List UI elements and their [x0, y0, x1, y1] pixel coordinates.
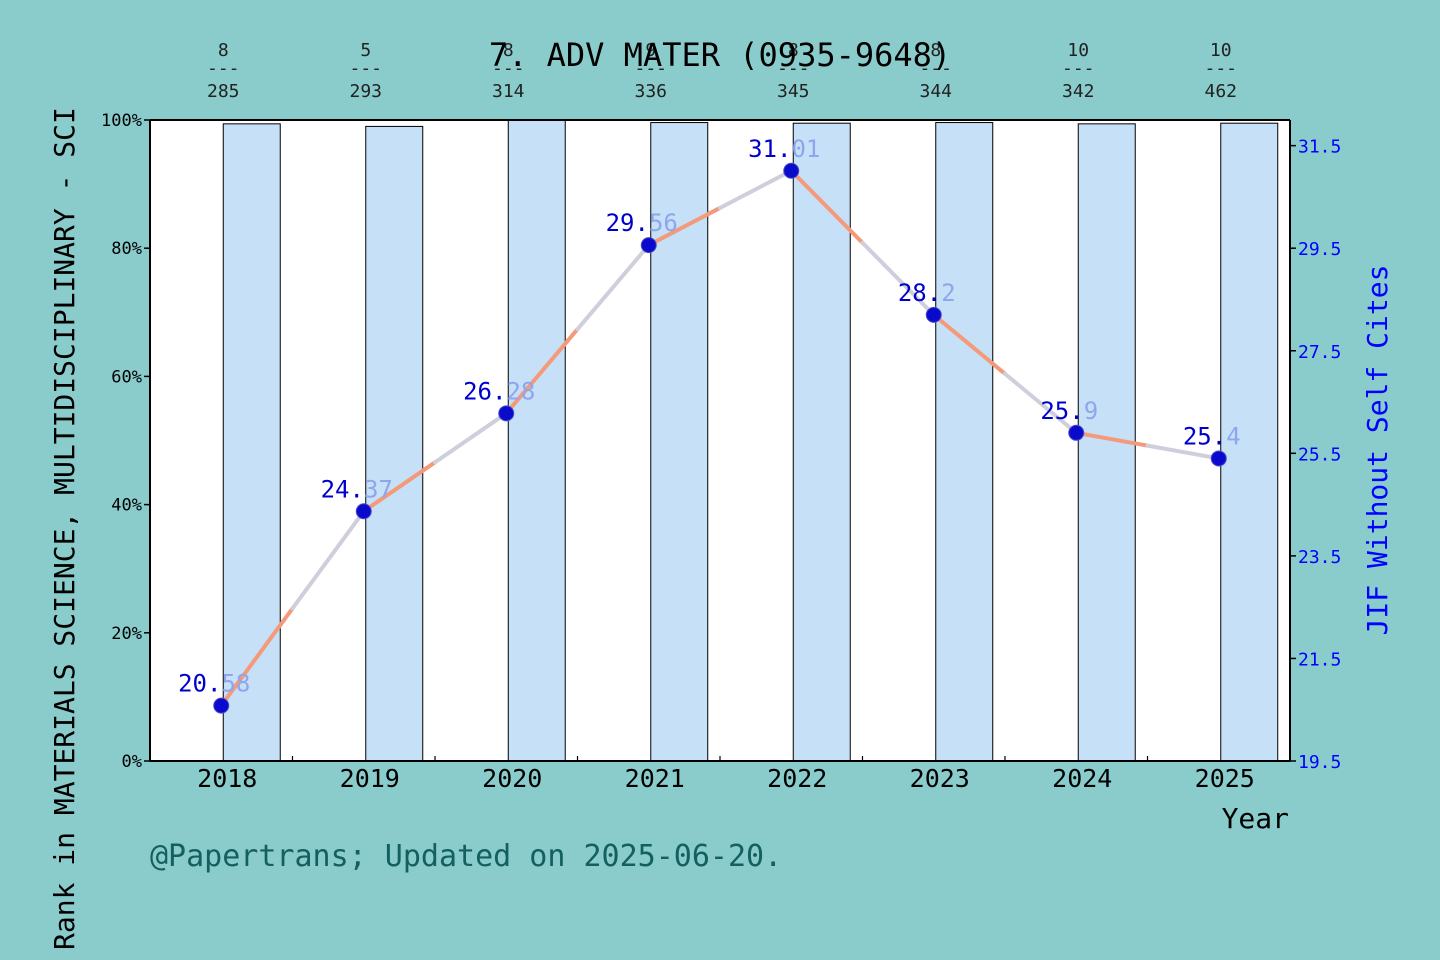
right-tick-label: 19.5 — [1298, 752, 1341, 773]
left-tick-label: 80% — [111, 239, 142, 259]
point-2024 — [1068, 424, 1085, 441]
axes-layer: 0% 20% 40% 60% 80% 100% 19.5 21.5 23.5 25.5 27.5 29… — [101, 111, 1341, 793]
rank-total-2019: 293 — [349, 81, 382, 102]
x-tick-label-2022: 2022 — [767, 764, 827, 793]
left-tick-label: 100% — [101, 111, 142, 131]
point-2025 — [1210, 450, 1227, 467]
x-tick-label-2019: 2019 — [340, 764, 400, 793]
point-label-2022: 31.01 — [748, 135, 820, 163]
point-label-2025: 25.4 — [1183, 422, 1241, 450]
right-tick-label: 31.5 — [1298, 137, 1341, 158]
footer-note: @Papertrans; Updated on 2025-06-20. — [150, 839, 782, 874]
line-segment — [290, 509, 366, 611]
line-segment — [361, 460, 437, 514]
x-axis-label: Year — [1222, 802, 1289, 835]
bar-2018 — [222, 123, 281, 762]
right-tick-label: 29.5 — [1298, 239, 1341, 260]
right-axis-label: JIF Without Self Cites — [1361, 265, 1394, 636]
x-tick-label-2020: 2020 — [482, 764, 542, 793]
bar-2019 — [365, 125, 424, 762]
x-tick-label-2023: 2023 — [910, 764, 970, 793]
left-tick-label: 60% — [111, 367, 142, 387]
line-segment — [433, 411, 509, 465]
rank-divider: --- — [1204, 58, 1237, 79]
rank-label-2024: 10 — [1067, 40, 1089, 61]
bar-2022 — [792, 122, 851, 762]
x-tick-label-2024: 2024 — [1052, 764, 1112, 793]
line-segment — [931, 312, 1007, 376]
rank-label-2018: 8 — [218, 40, 229, 61]
line-segment — [1003, 371, 1079, 435]
point-2020 — [498, 405, 515, 422]
right-tick-label: 27.5 — [1298, 342, 1341, 363]
left-tick-label: 20% — [111, 624, 142, 644]
line-layer — [213, 162, 1227, 714]
rank-divider: --- — [777, 58, 810, 79]
bar-2020 — [507, 119, 566, 762]
rank-label-2025: 10 — [1210, 40, 1232, 61]
rank-total-2024: 342 — [1062, 81, 1095, 102]
line-segment — [219, 606, 295, 708]
rank-label-2021: 9 — [645, 40, 656, 61]
bars-layer — [222, 119, 1279, 762]
x-tick-label-2025: 2025 — [1195, 764, 1255, 793]
point-label-2021: 29.56 — [606, 209, 678, 237]
point-2021 — [640, 237, 657, 254]
chart-title: 7. ADV MATER (0935-9648) — [489, 36, 951, 74]
left-tick-label: 40% — [111, 496, 142, 516]
point-label-2024: 25.9 — [1040, 397, 1098, 425]
line-segment — [575, 243, 651, 332]
line-segment — [860, 240, 936, 317]
line-segment — [1074, 430, 1150, 448]
point-label-2019: 24.37 — [321, 475, 393, 503]
labels-layer: 20.5824.3726.2829.5631.0128.225.925.48--… — [178, 40, 1241, 698]
rank-total-2020: 314 — [492, 81, 525, 102]
rank-total-2023: 344 — [919, 81, 952, 102]
point-2018 — [213, 697, 230, 714]
point-2023 — [925, 306, 942, 323]
line-segment — [504, 327, 580, 416]
point-2022 — [783, 162, 800, 179]
line-segment — [1145, 443, 1221, 461]
rank-divider: --- — [634, 58, 667, 79]
rank-divider: --- — [1062, 58, 1095, 79]
rank-total-2022: 345 — [777, 81, 810, 102]
line-segment — [718, 168, 794, 210]
rank-label-2022: 8 — [788, 40, 799, 61]
left-tick-label: 0% — [122, 752, 142, 772]
rank-divider: --- — [349, 58, 382, 79]
rank-label-2023: 8 — [930, 40, 941, 61]
bar-2023 — [935, 122, 994, 762]
bar-2025 — [1220, 122, 1279, 762]
point-label-2020: 26.28 — [463, 377, 535, 405]
right-tick-label: 23.5 — [1298, 547, 1341, 568]
rank-divider: --- — [207, 58, 240, 79]
x-tick-label-2021: 2021 — [625, 764, 685, 793]
rank-divider: --- — [919, 58, 952, 79]
line-segment — [789, 168, 865, 245]
rank-total-2018: 285 — [207, 81, 240, 102]
right-tick-label: 25.5 — [1298, 444, 1341, 465]
left-axis-label: Rank in MATERIALS SCIENCE, MULTIDISCIPLI… — [48, 107, 81, 950]
rank-total-2021: 336 — [634, 81, 667, 102]
point-2019 — [355, 503, 372, 520]
rank-divider: --- — [492, 58, 525, 79]
rank-total-2025: 462 — [1204, 81, 1237, 102]
right-tick-label: 21.5 — [1298, 649, 1341, 670]
point-label-2023: 28.2 — [898, 279, 956, 307]
rank-label-2019: 5 — [360, 40, 371, 61]
line-segment — [646, 205, 722, 248]
point-label-2018: 20.58 — [178, 670, 250, 698]
rank-label-2020: 8 — [503, 40, 514, 61]
x-tick-label-2018: 2018 — [197, 764, 257, 793]
